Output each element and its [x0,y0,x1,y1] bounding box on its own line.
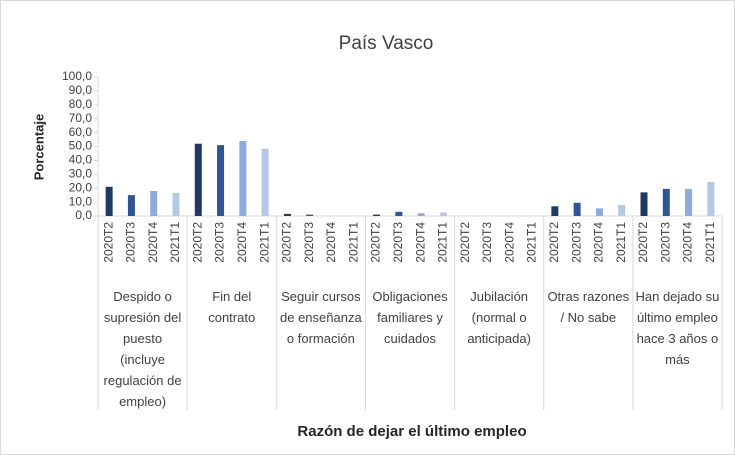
series-tick-label: 2021T1 [525,222,539,263]
category-label: Fin del contrato [208,289,256,325]
series-tick-label: 2020T3 [213,222,227,263]
series-tick-label: 2021T1 [614,222,628,263]
bar [150,190,158,216]
y-tick-label: 60,0 [69,125,93,139]
bar [306,214,314,216]
bar [595,208,603,216]
series-tick-label: 2020T3 [302,222,316,263]
series-tick-label: 2020T2 [101,222,115,263]
series-tick-label: 2020T3 [658,222,672,263]
bar [685,188,693,216]
series-tick-label: 2020T4 [324,222,338,263]
y-axis-label: Porcentaje [31,114,46,180]
y-tick-label: 50,0 [69,139,93,153]
series-tick-label: 2020T3 [569,222,583,263]
y-tick-label: 40,0 [69,153,93,167]
series-tick-label: 2020T2 [458,222,472,263]
series-tick-label: 2021T1 [346,222,360,263]
series-tick-label: 2020T4 [502,222,516,263]
y-tick-label: 0,0 [75,208,92,222]
y-tick-label: 30,0 [69,166,93,180]
series-tick-label: 2020T3 [124,222,138,263]
series-tick-label: 2020T2 [369,222,383,263]
category-label: Otras razones / No sabe [547,289,630,325]
series-tick-label: 2020T4 [235,222,249,263]
bar [217,145,225,216]
y-tick-label: 70,0 [69,111,93,125]
series-tick-label: 2020T4 [146,222,160,263]
series-tick-label: 2020T4 [592,222,606,263]
category-label: Despido o supresión del puesto (incluye … [103,289,182,409]
category-label: Obligaciones familiares y cuidados [372,289,448,346]
bar [417,213,425,216]
series-tick-label: 2020T2 [190,222,204,263]
bar [551,206,559,216]
bar [194,143,202,216]
bar [373,214,381,216]
bar [395,211,403,216]
bar [261,148,269,216]
bar [172,193,180,216]
series-tick-label: 2021T1 [703,222,717,263]
y-tick-label: 100,0 [62,69,92,83]
bar [662,188,670,216]
bar [239,140,247,216]
y-tick-label: 90,0 [69,83,93,97]
series-tick-label: 2020T2 [280,222,294,263]
chart-title: País Vasco [339,33,434,54]
bar [283,213,291,216]
series-tick-label: 2021T1 [436,222,450,263]
series-tick-label: 2021T1 [257,222,271,263]
bar [439,212,447,216]
bar [105,186,113,216]
series-tick-label: 2021T1 [168,222,182,263]
y-tick-label: 10,0 [69,194,93,208]
category-label: Han dejado su último empleo hace 3 años … [635,289,720,367]
series-tick-label: 2020T4 [413,222,427,263]
bar [127,195,135,216]
bar [707,181,715,216]
category-label: Jubilación (normal o anticipada) [467,289,531,346]
series-tick-label: 2020T3 [480,222,494,263]
series-tick-label: 2020T3 [391,222,405,263]
series-tick-label: 2020T2 [547,222,561,263]
category-label: Seguir cursos de enseñanza o formación [280,289,362,346]
bar [618,204,626,216]
y-tick-label: 80,0 [69,97,93,111]
series-tick-label: 2020T4 [681,222,695,263]
y-tick-label: 20,0 [69,180,93,194]
bar [573,202,581,216]
bar [640,192,648,216]
x-axis-label: Razón de dejar el último empleo [297,423,526,440]
series-tick-label: 2020T2 [636,222,650,263]
